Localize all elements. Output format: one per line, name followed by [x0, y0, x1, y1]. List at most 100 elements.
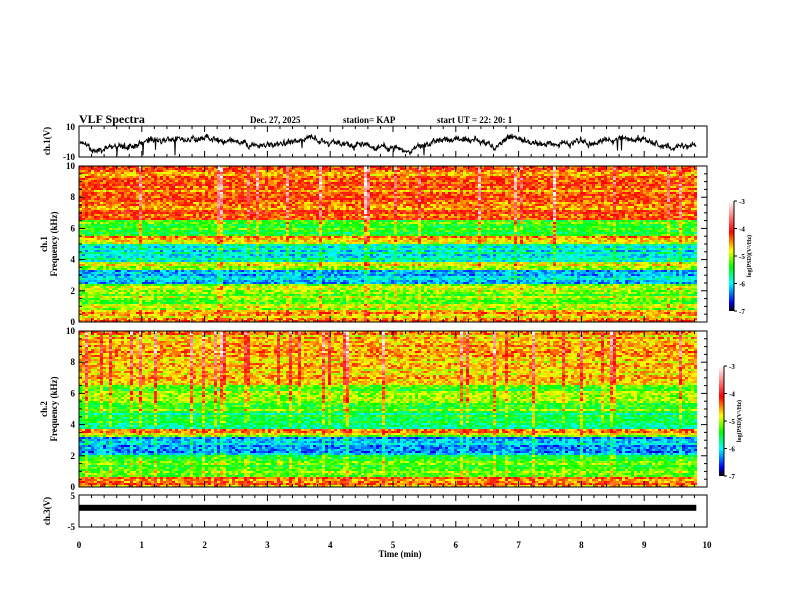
spectrogram-cell: [268, 200, 271, 202]
spectrogram-cell: [202, 206, 205, 208]
spectrogram-cell: [418, 186, 421, 188]
spectrogram-cell: [247, 172, 250, 174]
spectrogram-cell: [247, 170, 250, 172]
spectrogram-cell: [328, 194, 331, 196]
spectrogram-cell: [331, 174, 334, 176]
spectrogram-cell: [241, 212, 244, 214]
spectrogram-cell: [115, 172, 118, 174]
spectrogram-cell: [391, 186, 394, 188]
spectrogram-cell: [190, 186, 193, 188]
spectrogram-cell: [259, 184, 262, 186]
spectrogram-cell: [424, 198, 427, 200]
spectrogram-cell: [307, 178, 310, 180]
spectrogram-cell: [580, 196, 583, 198]
spectrogram-cell: [649, 174, 652, 176]
spectrogram-cell: [286, 202, 289, 204]
spectrogram-cell: [226, 204, 229, 206]
spectrogram-cell: [652, 196, 655, 198]
spectrogram-cell: [475, 204, 478, 206]
spectrogram-cell: [424, 168, 427, 170]
spectrogram-cell: [379, 208, 382, 210]
spectrogram-cell: [496, 182, 499, 184]
spectrogram-cell: [601, 210, 604, 212]
spectrogram-cell: [175, 168, 178, 170]
spectrogram-cell: [184, 182, 187, 184]
spectrogram-cell: [298, 198, 301, 200]
spectrogram-cell: [229, 182, 232, 184]
spectrogram-cell: [115, 170, 118, 172]
spectrogram-cell: [520, 178, 523, 180]
spectrogram-cell: [421, 168, 424, 170]
spectrogram-cell: [694, 194, 697, 196]
spectrogram-cell: [232, 202, 235, 204]
spectrogram-cell: [412, 210, 415, 212]
spectrogram-cell: [397, 204, 400, 206]
spectrogram-cell: [307, 212, 310, 214]
spectrogram-cell: [163, 178, 166, 180]
spectrogram-cell: [442, 202, 445, 204]
spectrogram-cell: [115, 178, 118, 180]
spectrogram-cell: [442, 196, 445, 198]
spectrogram-cell: [682, 210, 685, 212]
spectrogram-cell: [97, 184, 100, 186]
spectrogram-cell: [286, 206, 289, 208]
spectrogram-cell: [340, 168, 343, 170]
spectrogram-cell: [208, 210, 211, 212]
spectrogram-cell: [325, 184, 328, 186]
spectrogram-cell: [589, 182, 592, 184]
spectrogram-cell: [454, 204, 457, 206]
spectrogram-cell: [247, 198, 250, 200]
spectrogram-cell: [550, 210, 553, 212]
spectrogram-cell: [505, 170, 508, 172]
spectrogram-cell: [193, 198, 196, 200]
spectrogram-cell: [130, 186, 133, 188]
spectrogram-cell: [295, 198, 298, 200]
spectrogram-cell: [439, 172, 442, 174]
spectrogram-cell: [265, 186, 268, 188]
spectrogram-cell: [439, 188, 442, 190]
spectrogram-cell: [412, 188, 415, 190]
spectrogram-cell: [469, 166, 472, 168]
spectrogram-cell: [433, 194, 436, 196]
spectrogram-cell: [595, 196, 598, 198]
spectrogram-cell: [400, 206, 403, 208]
spectrogram-cell: [175, 194, 178, 196]
spectrogram-cell: [394, 178, 397, 180]
spectrogram-cell: [649, 204, 652, 206]
spectrogram-cell: [238, 174, 241, 176]
spectrogram-cell: [349, 200, 352, 202]
spectrogram-cell: [655, 172, 658, 174]
spectrogram-cell: [157, 192, 160, 194]
spectrogram-cell: [379, 198, 382, 200]
spectrogram-cell: [460, 168, 463, 170]
spectrogram-cell: [646, 176, 649, 178]
spectrogram-cell: [217, 178, 220, 180]
spectrogram-cell: [499, 186, 502, 188]
spectrogram-cell: [460, 172, 463, 174]
spectrogram-cell: [352, 212, 355, 214]
spectrogram-cell: [598, 204, 601, 206]
spectrogram-cell: [367, 188, 370, 190]
spectrogram-cell: [349, 208, 352, 210]
spectrogram-cell: [451, 168, 454, 170]
spectrogram-cell: [139, 166, 142, 168]
spectrogram-cell: [163, 186, 166, 188]
spectrogram-cell: [199, 188, 202, 190]
spectrogram-cell: [289, 212, 292, 214]
spectrogram-cell: [433, 180, 436, 182]
spectrogram-cell: [136, 200, 139, 202]
spectrogram-cell: [568, 206, 571, 208]
spectrogram-cell: [604, 194, 607, 196]
spectrogram-cell: [316, 172, 319, 174]
spectrogram-cell: [148, 204, 151, 206]
spectrogram-cell: [406, 200, 409, 202]
spectrogram-cell: [166, 192, 169, 194]
spectrogram-cell: [496, 188, 499, 190]
spectrogram-cell: [157, 174, 160, 176]
spectrogram-cell: [289, 174, 292, 176]
spectrogram-cell: [319, 212, 322, 214]
spectrogram-cell: [253, 206, 256, 208]
spectrogram-cell: [163, 192, 166, 194]
spectrogram-cell: [328, 206, 331, 208]
spectrogram-cell: [649, 172, 652, 174]
